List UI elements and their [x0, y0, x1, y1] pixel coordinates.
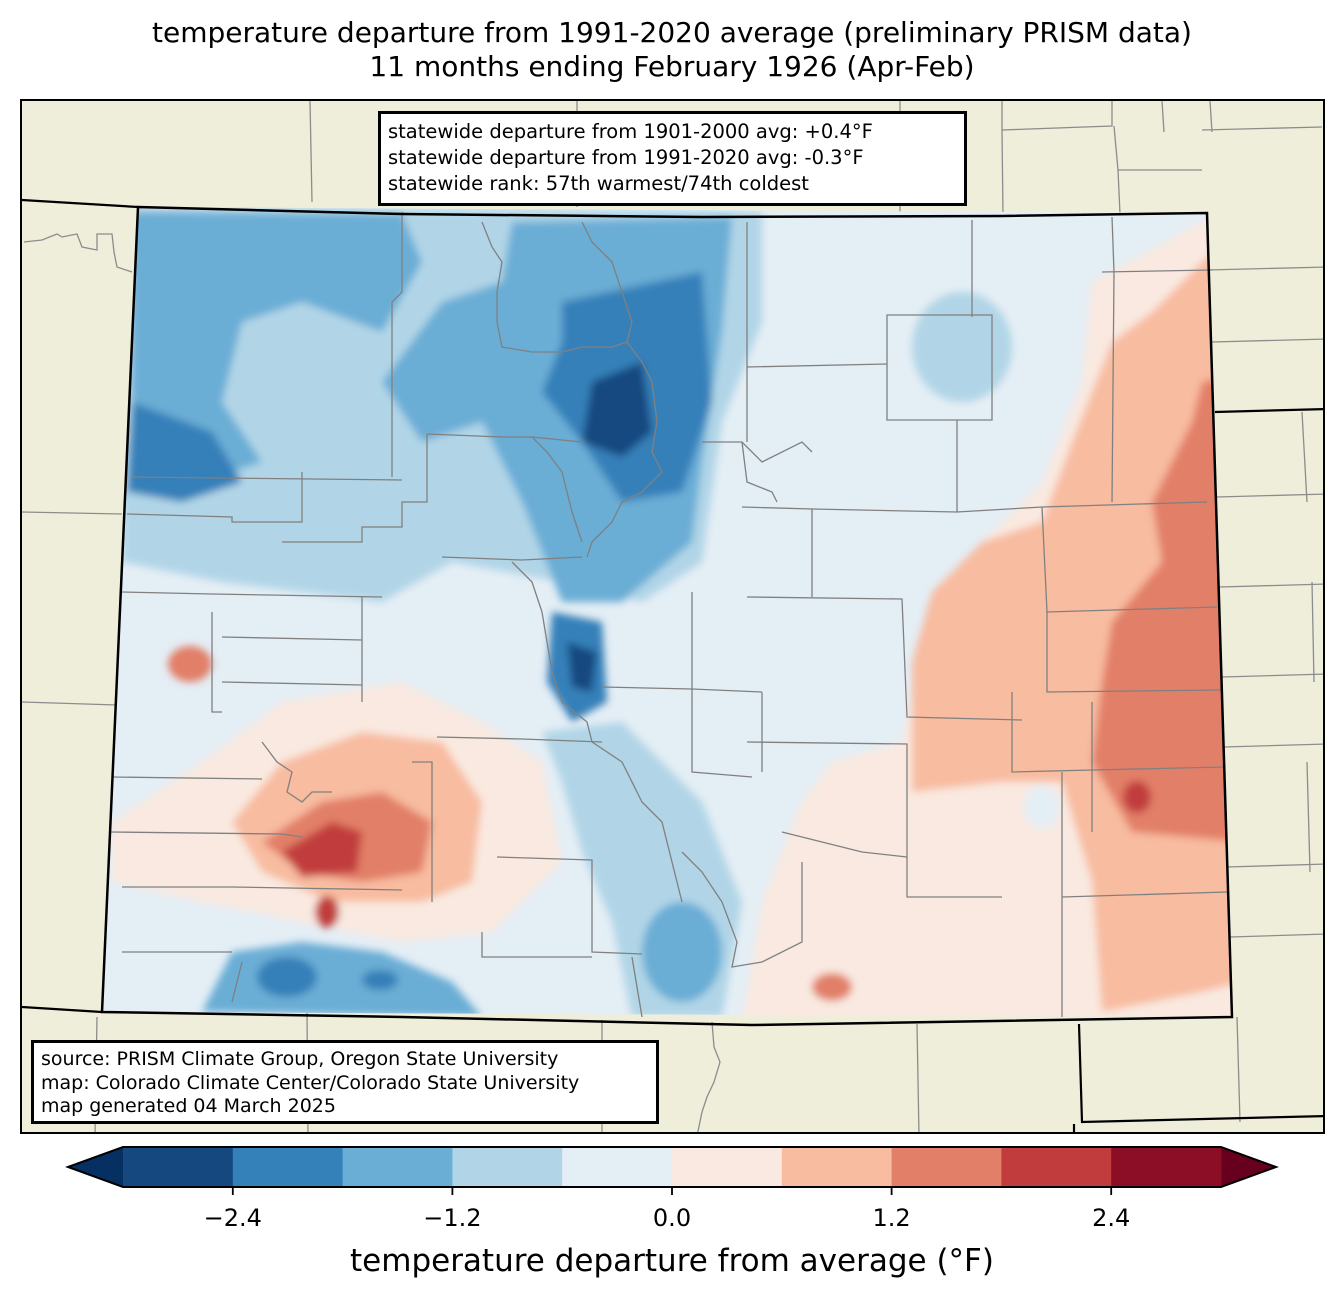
colorbar-outline [65, 1146, 1279, 1188]
colorbar-extend-low [68, 1147, 123, 1187]
field-san-juan-hottest [282, 822, 362, 877]
map-panel [20, 99, 1325, 1134]
colorado-temperature-map [22, 101, 1323, 1132]
colorbar-segment [232, 1147, 344, 1187]
colorbar-segment [672, 1147, 783, 1187]
field-cool-pocket [1024, 785, 1060, 829]
field-central-coldest [582, 362, 652, 457]
field-south-cold-b [362, 970, 398, 990]
field-plains-hot [1092, 372, 1232, 842]
stat-departure-1901-2000: statewide departure from 1901-2000 avg: … [388, 120, 873, 143]
stat-departure-1991-2020: statewide departure from 1991-2020 avg: … [388, 146, 864, 169]
field-warm-pocket-south [315, 896, 339, 928]
stat-rank: statewide rank: 57th warmest/74th coldes… [388, 172, 809, 195]
colorbar-segment [891, 1147, 1002, 1187]
field-warm-pocket-west [168, 646, 212, 682]
credit-generated-date: map generated 04 March 2025 [41, 1095, 336, 1117]
map-title: temperature departure from 1991-2020 ave… [152, 16, 1192, 49]
credit-map: map: Colorado Climate Center/Colorado St… [41, 1071, 580, 1094]
field-south-cold-a [257, 957, 317, 997]
colorado-state-border [100, 205, 1234, 1027]
colorbar-segment [781, 1147, 893, 1187]
credit-source: source: PRISM Climate Group, Oregon Stat… [41, 1048, 559, 1070]
colorbar-tick-label: 1.2 [872, 1204, 911, 1232]
colorbar-segment [1001, 1147, 1112, 1187]
statewide-stats-box: statewide departure from 1901-2000 avg: … [378, 111, 967, 206]
colorbar-extend-high [1221, 1147, 1276, 1187]
colorbar-tick-label: −1.2 [423, 1204, 482, 1232]
colorbar-ticks [231, 1187, 1113, 1195]
field-sawatch-coldest [567, 642, 597, 692]
field-northwest-moderate [132, 212, 422, 482]
field-hot-spot-east [1123, 781, 1151, 813]
field-san-luis-moderate [642, 902, 722, 1002]
colorbar-label: temperature departure from average (°F) [350, 1243, 994, 1279]
field-cool-northeast [912, 292, 1012, 402]
colorbar-segments [65, 1146, 1279, 1188]
field-warm-pocket-southeast [812, 973, 852, 1001]
temperature-field [102, 207, 1232, 1017]
colorbar-segment [123, 1147, 234, 1187]
colorbar [65, 1146, 1279, 1195]
colorbar-segment [452, 1147, 563, 1187]
colorbar-segment [342, 1147, 453, 1187]
colorbar-segment [1111, 1147, 1222, 1187]
map-subtitle: 11 months ending February 1926 (Apr-Feb) [369, 50, 975, 83]
credits-box: source: PRISM Climate Group, Oregon Stat… [31, 1040, 659, 1124]
colorbar-tick-label: 0.0 [652, 1204, 692, 1232]
colorbar-tick-label: 2.4 [1092, 1204, 1131, 1232]
colorbar-segment [562, 1147, 673, 1187]
state-borders [22, 198, 1323, 1132]
colorbar-tick-label: −2.4 [203, 1204, 262, 1232]
colorado-county-lines [109, 212, 1228, 1018]
